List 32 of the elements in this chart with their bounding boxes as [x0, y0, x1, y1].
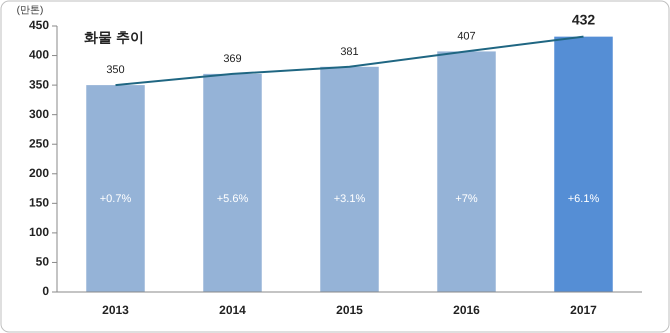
annotation: +0.7%: [100, 192, 132, 205]
y-tick-label: 100: [28, 225, 50, 240]
chart-title: 화물 추이: [84, 29, 144, 45]
annotation: +5.6%: [216, 192, 248, 205]
annotation: +3.1%: [334, 192, 366, 205]
y-tick-label: 400: [28, 48, 50, 62]
x-tick-label: 2014: [219, 303, 246, 317]
x-tick-label: 2013: [102, 303, 130, 317]
y-tick-label: 0: [42, 284, 50, 298]
bar: [203, 74, 262, 292]
bar: [554, 36, 613, 292]
x-tick-label: 2017: [570, 303, 598, 317]
y-axis-title: (만톤): [16, 5, 44, 16]
y-tick-label: 450: [28, 18, 50, 32]
bar: [320, 66, 379, 292]
data-label: 350: [106, 64, 125, 76]
data-label: 407: [457, 30, 476, 42]
bar: [437, 51, 496, 292]
x-tick-label: 2015: [336, 303, 364, 317]
y-tick-label: 200: [28, 166, 50, 180]
y-tick-label: 250: [28, 136, 50, 150]
x-tick-label: 2016: [453, 303, 480, 317]
y-tick-label: 350: [28, 77, 50, 92]
data-label: 432: [572, 12, 596, 28]
data-label: 381: [340, 46, 359, 58]
y-tick-label: 300: [28, 106, 50, 121]
y-tick-label: 150: [28, 196, 50, 210]
data-label: 369: [223, 52, 242, 65]
annotation: +7%: [455, 192, 478, 205]
bar: [86, 85, 145, 292]
y-tick-label: 50: [36, 254, 50, 269]
annotation: +6.1%: [568, 192, 600, 205]
